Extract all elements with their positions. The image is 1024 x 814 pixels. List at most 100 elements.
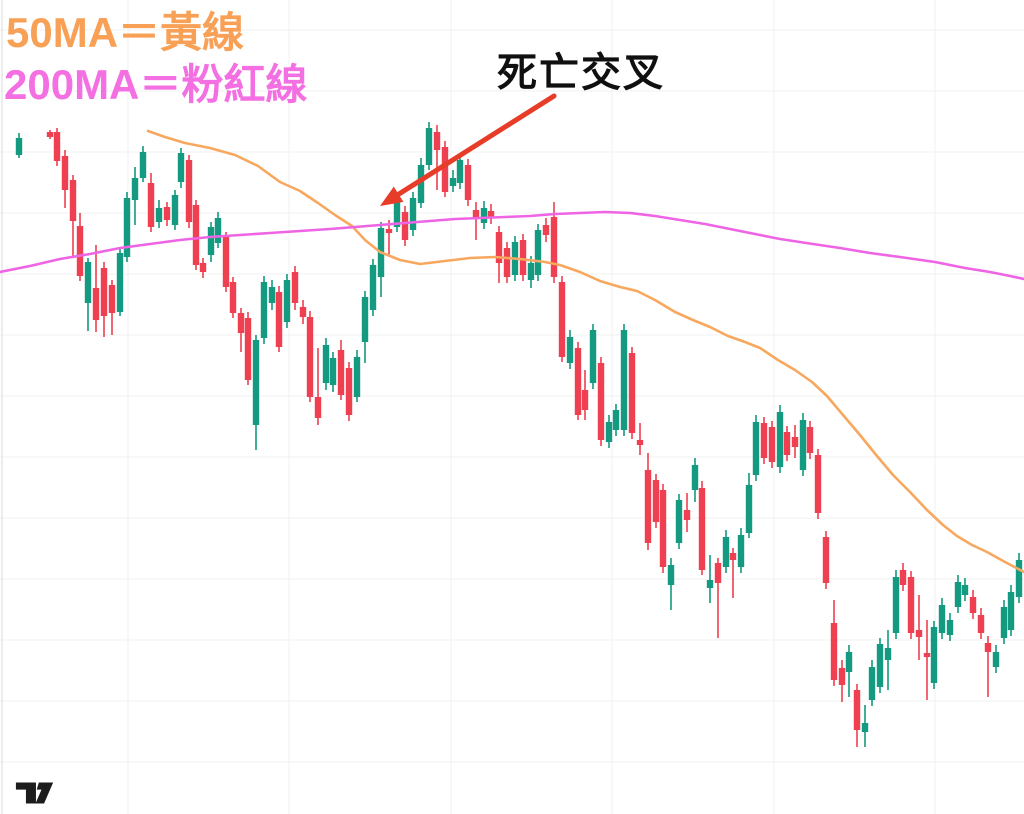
bullish-candle — [876, 638, 884, 693]
bearish-candle — [659, 484, 667, 573]
bearish-candle — [487, 204, 495, 224]
bullish-candle — [566, 330, 574, 369]
bullish-candle — [992, 645, 1000, 673]
bearish-candle — [199, 258, 207, 278]
bullish-candle — [752, 415, 760, 481]
bullish-candle — [892, 570, 900, 639]
bearish-candle — [923, 620, 931, 700]
bearish-candle — [385, 220, 393, 255]
bullish-candle — [845, 645, 853, 697]
bearish-candle — [108, 280, 116, 335]
bullish-candle — [15, 133, 23, 158]
bullish-candle — [954, 575, 962, 613]
bearish-candle — [69, 175, 77, 258]
bullish-candle — [799, 413, 807, 476]
bearish-candle — [714, 558, 722, 638]
bearish-candle — [61, 150, 69, 208]
bullish-candle — [737, 528, 745, 573]
bearish-candle — [185, 155, 193, 228]
bearish-candle — [597, 357, 605, 446]
bullish-candle — [706, 555, 714, 603]
bearish-candle — [76, 213, 84, 281]
bullish-candle — [425, 122, 433, 170]
bearish-candle — [192, 200, 200, 270]
bearish-candle — [46, 130, 54, 139]
bearish-candle — [768, 421, 776, 468]
bearish-candle — [830, 600, 838, 686]
ma50-line — [146, 129, 1024, 574]
bearish-candle — [401, 206, 409, 246]
bearish-candle — [244, 312, 252, 385]
bearish-candle — [558, 276, 566, 362]
bearish-candle — [698, 481, 706, 575]
bullish-candle — [252, 335, 260, 450]
bullish-candle — [207, 222, 215, 262]
bearish-candle — [314, 348, 322, 425]
bullish-candle — [612, 404, 620, 436]
bullish-candle — [1007, 585, 1015, 636]
bearish-candle — [652, 474, 660, 528]
tradingview-logo-icon[interactable] — [14, 779, 56, 807]
bullish-candle — [214, 212, 222, 248]
bullish-candle — [480, 201, 488, 229]
bearish-candle — [345, 362, 353, 421]
bullish-candle — [534, 224, 542, 281]
bearish-candle — [783, 426, 791, 461]
bearish-candle — [464, 159, 472, 206]
bearish-candle — [441, 141, 449, 197]
bearish-candle — [791, 425, 799, 458]
bullish-candle — [84, 258, 92, 331]
ma200-legend-label: 200MA＝粉紅線 — [4, 61, 308, 108]
bullish-candle — [456, 154, 464, 189]
bullish-candle — [776, 405, 784, 473]
bullish-candle — [177, 148, 185, 188]
bullish-candle — [329, 352, 337, 392]
bullish-candle — [961, 578, 969, 601]
bearish-candle — [806, 421, 814, 459]
bullish-candle — [722, 530, 730, 573]
bullish-candle — [605, 415, 613, 448]
bearish-candle — [92, 245, 100, 332]
bullish-candle — [322, 338, 330, 390]
bullish-candle — [1000, 600, 1008, 644]
bearish-candle — [814, 449, 822, 519]
bearish-candle — [163, 202, 171, 226]
bearish-candle — [581, 370, 589, 420]
bearish-candle — [299, 300, 307, 324]
bearish-candle — [969, 590, 977, 619]
bullish-candle — [938, 598, 946, 639]
bearish-candle — [853, 684, 861, 747]
bullish-candle — [260, 276, 268, 344]
bullish-candle — [620, 324, 628, 436]
bearish-candle — [503, 242, 511, 283]
bearish-candle — [222, 232, 230, 292]
bearish-candle — [237, 308, 245, 352]
death-cross-annotation: 死亡交叉 — [497, 51, 665, 95]
bearish-candle — [100, 262, 108, 337]
bullish-candle — [667, 558, 675, 610]
bullish-candle — [691, 458, 699, 502]
bearish-candle — [291, 266, 299, 310]
bearish-candle — [628, 347, 636, 439]
bearish-candle — [977, 608, 985, 639]
bearish-candle — [838, 660, 846, 702]
death-cross-arrow-shaft — [392, 93, 557, 199]
bearish-candle — [306, 311, 314, 402]
bearish-candle — [147, 173, 155, 232]
bearish-candle — [337, 340, 345, 400]
bearish-candle — [472, 202, 480, 240]
bearish-candle — [550, 202, 558, 283]
bullish-candle — [675, 494, 683, 549]
bearish-candle — [644, 453, 652, 550]
bullish-candle — [868, 660, 876, 706]
tradingview-logo-bar — [15, 782, 36, 804]
bullish-candle — [139, 146, 147, 182]
bullish-candle — [268, 280, 276, 310]
bearish-candle — [229, 277, 237, 318]
bullish-candle — [155, 200, 163, 228]
bullish-candle — [131, 167, 139, 225]
bearish-candle — [433, 125, 441, 190]
bearish-candle — [760, 417, 768, 464]
